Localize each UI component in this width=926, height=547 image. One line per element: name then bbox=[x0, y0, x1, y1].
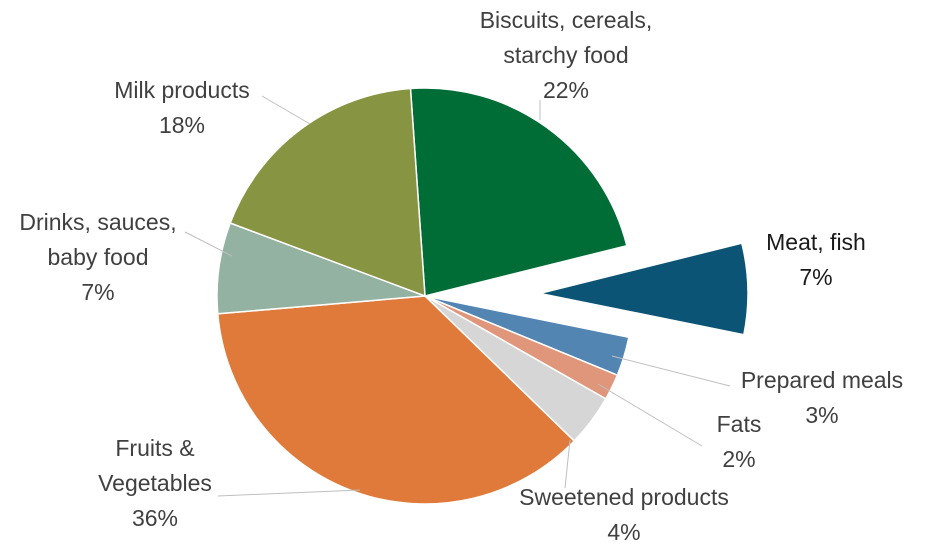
slice-category-label-fats: Fats bbox=[717, 411, 762, 437]
leader-line-fruits-vegetables bbox=[218, 490, 360, 496]
slice-category-label-fruits-vegetables: Fruits & bbox=[115, 435, 194, 461]
leader-line-prepared-meals bbox=[612, 356, 730, 386]
slice-category-label-biscuits-cereals-starchy-food: starchy food bbox=[503, 42, 628, 68]
slice-value-label-drinks-sauces-baby-food: 7% bbox=[81, 279, 114, 305]
pie-slices bbox=[217, 88, 748, 504]
slice-category-label-sweetened-products: Sweetened products bbox=[519, 484, 729, 510]
slice-value-label-sweetened-products: 4% bbox=[607, 519, 640, 545]
slice-category-label-drinks-sauces-baby-food: Drinks, sauces, bbox=[19, 209, 176, 235]
slice-category-label-milk-products: Milk products bbox=[114, 77, 249, 103]
slice-value-label-meat-fish: 7% bbox=[799, 264, 832, 290]
slice-category-label-meat-fish: Meat, fish bbox=[766, 229, 866, 255]
slice-category-label-fruits-vegetables: Vegetables bbox=[98, 470, 212, 496]
slice-value-label-prepared-meals: 3% bbox=[805, 402, 838, 428]
pie-slice-biscuits-cereals-starchy-food bbox=[410, 88, 626, 296]
leader-line-fats bbox=[598, 384, 702, 446]
slice-value-label-biscuits-cereals-starchy-food: 22% bbox=[543, 77, 589, 103]
slice-value-label-fats: 2% bbox=[722, 446, 755, 472]
slice-category-label-biscuits-cereals-starchy-food: Biscuits, cereals, bbox=[480, 7, 653, 33]
slice-value-label-milk-products: 18% bbox=[159, 112, 205, 138]
leader-line-milk-products bbox=[262, 96, 310, 124]
slice-value-label-fruits-vegetables: 36% bbox=[132, 505, 178, 531]
slice-category-label-prepared-meals: Prepared meals bbox=[741, 367, 903, 393]
slice-category-label-drinks-sauces-baby-food: baby food bbox=[47, 244, 148, 270]
